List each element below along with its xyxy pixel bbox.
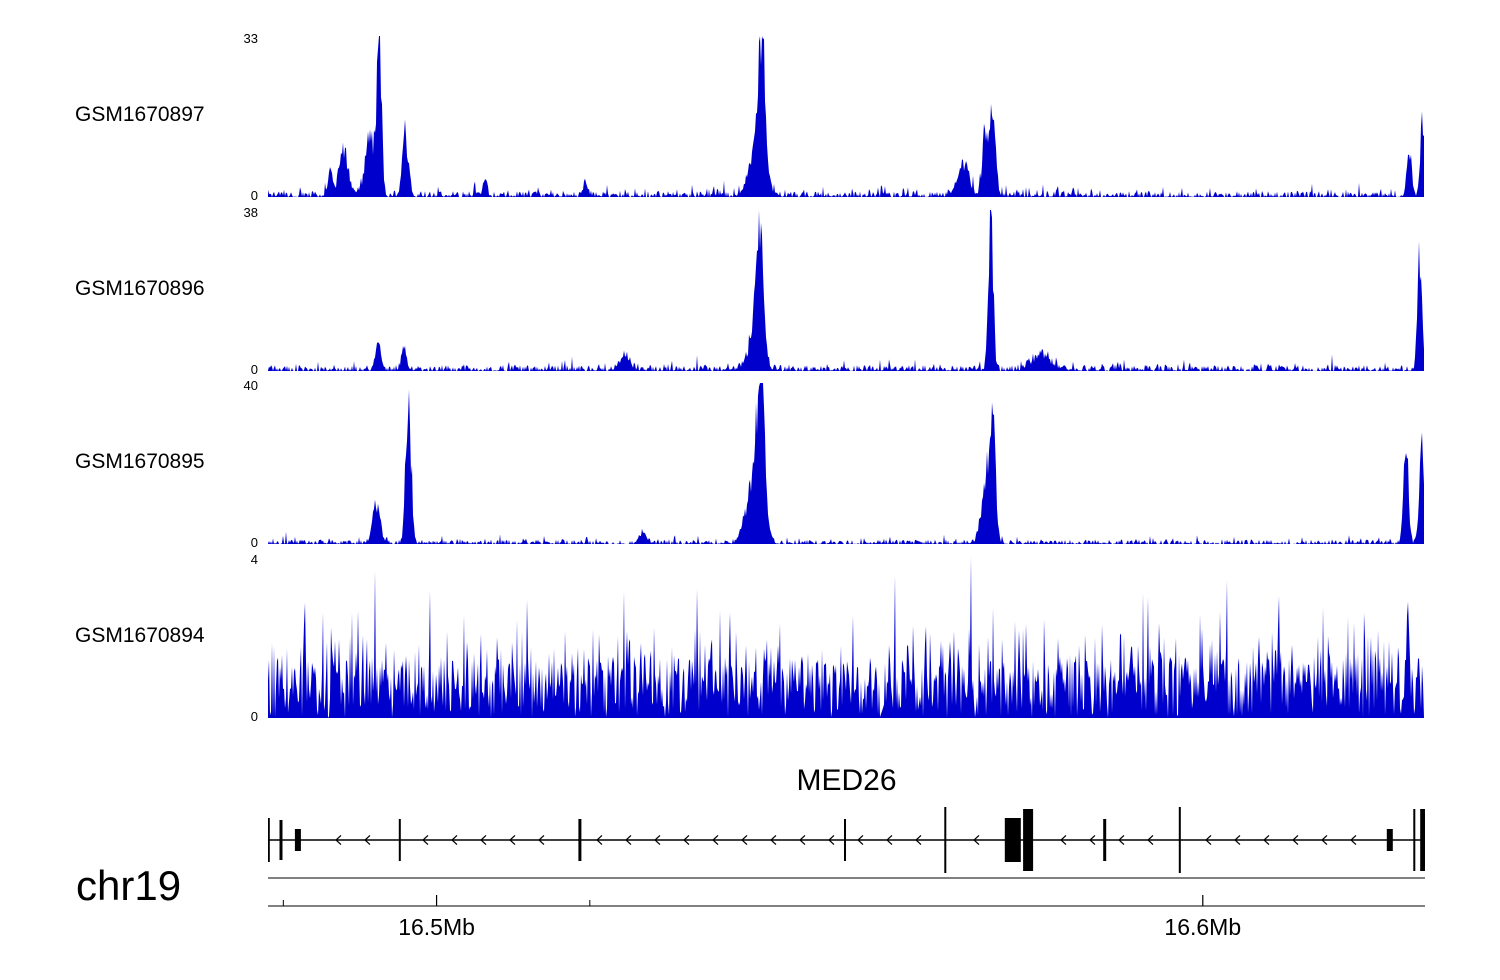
strand-arrow-left: [1292, 834, 1299, 846]
track-name: GSM1670897: [75, 102, 205, 126]
strand-arrow-left: [1060, 834, 1067, 846]
gene-track: MED26: [0, 758, 1500, 880]
exon-block: [1004, 818, 1021, 862]
exon-block: [268, 818, 270, 862]
strand-arrow-left: [1118, 834, 1125, 846]
coverage-area: [268, 36, 1424, 197]
strand-arrow-left: [1234, 834, 1241, 846]
y-axis-max-label: 33: [243, 31, 258, 46]
y-axis-max-label: 38: [243, 205, 258, 220]
strand-arrow-left: [915, 834, 922, 846]
y-axis-max-label: 4: [250, 552, 258, 567]
exon-block: [1420, 809, 1425, 871]
exon-block: [1178, 807, 1181, 873]
strand-arrow-left: [480, 834, 487, 846]
exon-block: [1023, 809, 1034, 871]
track-row-gsm1670896: GSM1670896 38 0: [0, 206, 1500, 377]
gene-name-label: MED26: [796, 764, 897, 797]
exon-block: [279, 820, 283, 860]
coverage-plot: [268, 557, 1424, 718]
strand-arrow-left: [886, 834, 893, 846]
coverage-area: [268, 383, 1424, 544]
gene-model: [268, 807, 1425, 873]
y-axis-zero-label: 0: [250, 535, 258, 550]
exon-block: [294, 829, 301, 851]
genome-axis: [268, 877, 1425, 907]
strand-arrow-left: [1350, 834, 1357, 846]
track-row-gsm1670895: GSM1670895 40 0: [0, 379, 1500, 550]
exon-block: [398, 819, 401, 861]
strand-arrow-left: [335, 834, 342, 846]
exon-block: [944, 807, 947, 873]
strand-arrow-left: [1321, 834, 1328, 846]
axis-tick-label: 16.5Mb: [398, 914, 475, 940]
strand-arrow-left: [828, 834, 835, 846]
y-axis-max-label: 40: [243, 378, 258, 393]
coverage-area: [268, 557, 1424, 718]
y-axis-zero-label: 0: [250, 362, 258, 377]
strand-arrow-left: [654, 834, 661, 846]
track-name: GSM1670896: [75, 276, 205, 300]
exon-block: [1103, 819, 1107, 861]
coverage-plot: [268, 210, 1424, 371]
strand-arrow-left: [1263, 834, 1270, 846]
strand-arrow-left: [712, 834, 719, 846]
track-row-gsm1670897: GSM1670897 33 0: [0, 32, 1500, 203]
strand-arrow-left: [422, 834, 429, 846]
strand-arrow-left: [973, 834, 980, 846]
strand-arrow-left: [857, 834, 864, 846]
exon-block: [1386, 829, 1393, 851]
coverage-plot: [268, 383, 1424, 544]
track-row-gsm1670894: GSM1670894 4 0: [0, 553, 1500, 724]
track-name: GSM1670894: [75, 623, 205, 647]
coverage-plot: [268, 36, 1424, 197]
track-name: GSM1670895: [75, 449, 205, 473]
strand-arrow-left: [799, 834, 806, 846]
strand-arrow-left: [770, 834, 777, 846]
exon-block: [578, 819, 582, 861]
chromosome-label: chr19: [76, 862, 182, 909]
y-axis-zero-label: 0: [250, 709, 258, 724]
strand-arrow-left: [741, 834, 748, 846]
strand-arrow-left: [364, 834, 371, 846]
strand-arrow-left: [683, 834, 690, 846]
strand-arrow-left: [1205, 834, 1212, 846]
exon-block: [1413, 809, 1416, 871]
strand-arrow-left: [596, 834, 603, 846]
y-axis-zero-label: 0: [250, 188, 258, 203]
strand-arrow-left: [451, 834, 458, 846]
axis-tick-label: 16.6Mb: [1164, 914, 1242, 940]
coverage-area: [268, 210, 1424, 371]
strand-arrow-left: [1089, 834, 1096, 846]
strand-arrow-left: [538, 834, 545, 846]
strand-arrow-left: [1147, 834, 1154, 846]
strand-arrow-left: [625, 834, 632, 846]
exon-block: [844, 819, 846, 861]
strand-arrow-left: [509, 834, 516, 846]
